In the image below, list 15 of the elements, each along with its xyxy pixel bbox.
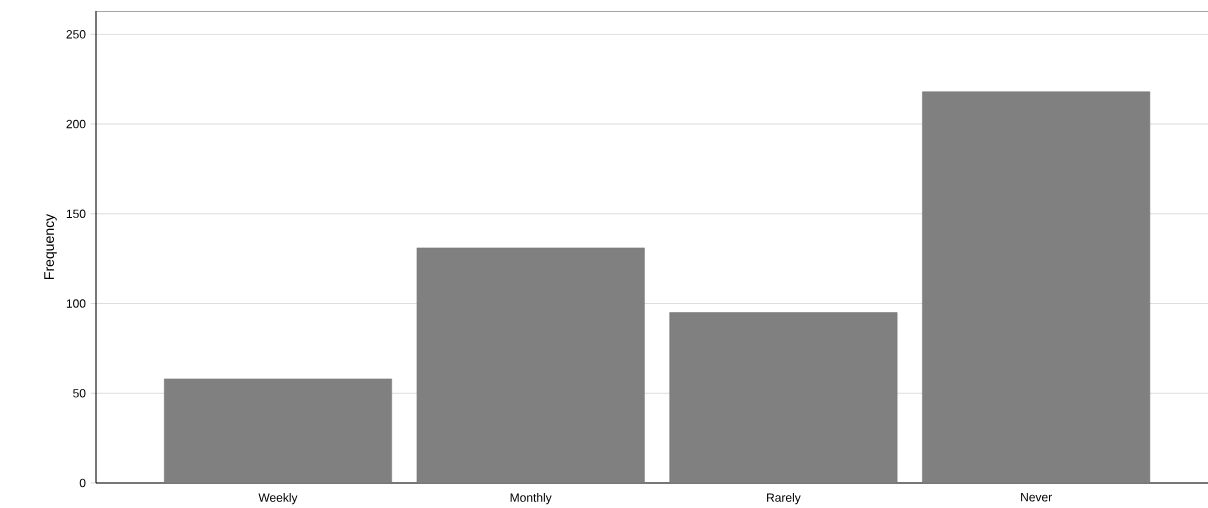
x-tick-label: Weekly [258, 493, 298, 505]
y-tick-label: 50 [73, 389, 86, 398]
y-tick-label: 250 [66, 30, 86, 39]
bar [416, 247, 645, 483]
bar [669, 312, 898, 483]
y-tick-label: 100 [66, 299, 86, 308]
x-tick-label: Rarely [767, 493, 801, 505]
y-tick-label: 150 [66, 209, 86, 219]
y-tick-label: 0 [79, 478, 86, 488]
y-tick-label: 200 [66, 119, 86, 129]
bar [163, 378, 392, 483]
x-tick-label: Monthly [510, 493, 552, 505]
y-axis-title: Frequency [44, 213, 57, 279]
bar [922, 91, 1151, 483]
x-tick-label: Never [1021, 493, 1052, 502]
